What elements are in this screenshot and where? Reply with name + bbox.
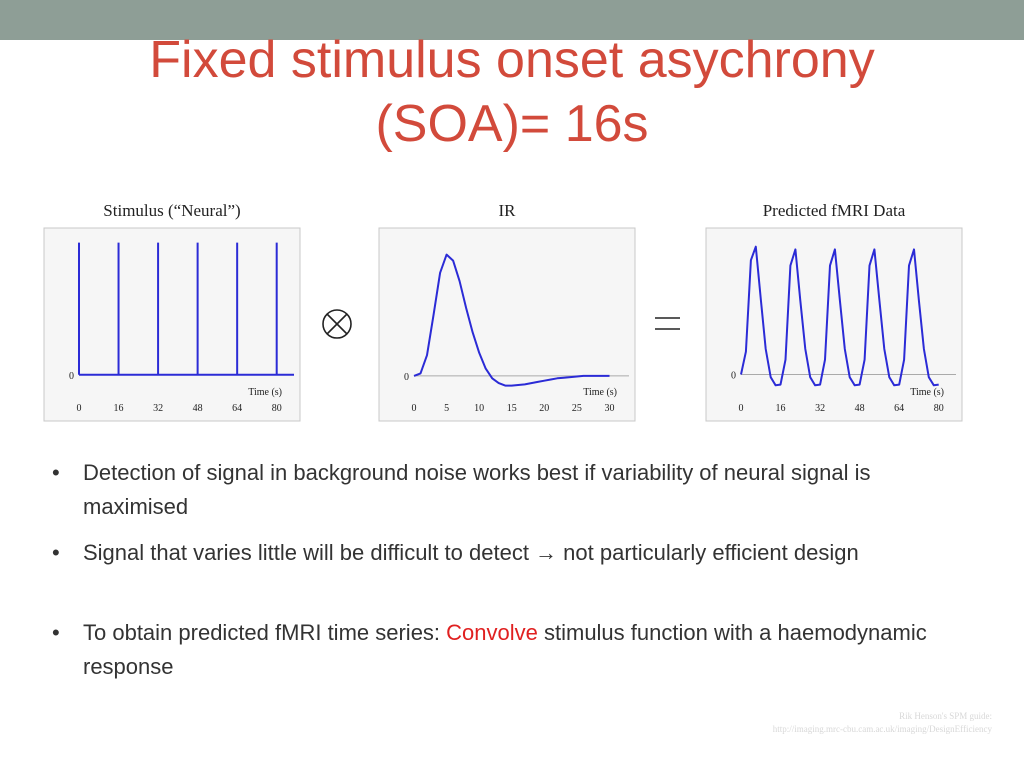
x-tick-label: 30 bbox=[604, 403, 614, 414]
chart-title: Predicted fMRI Data bbox=[763, 201, 906, 220]
x-tick-label: 32 bbox=[153, 403, 163, 414]
x-tick-label: 5 bbox=[444, 403, 449, 414]
x-tick-label: 0 bbox=[77, 403, 82, 414]
response-line bbox=[740, 245, 939, 387]
slide-title: Fixed stimulus onset asychrony (SOA)= 16… bbox=[149, 31, 875, 153]
response-line bbox=[413, 253, 610, 387]
top-bar bbox=[0, 0, 1024, 40]
y-tick-label: 0 bbox=[731, 371, 736, 382]
x-tick-label: 25 bbox=[572, 403, 582, 414]
x-tick-label: 16 bbox=[776, 403, 786, 414]
equals-symbol bbox=[655, 317, 680, 330]
bullet-text: Detection of signal in background noise … bbox=[83, 460, 871, 519]
x-axis-label: Time (s) bbox=[248, 387, 282, 398]
x-tick-label: 20 bbox=[539, 403, 549, 414]
panel bbox=[705, 227, 963, 422]
bullet-text: Signal that varies little will be diffic… bbox=[83, 540, 859, 565]
panel bbox=[378, 227, 636, 422]
x-tick-label: 64 bbox=[232, 403, 242, 414]
text: To obtain predicted fMRI time series: bbox=[83, 620, 447, 645]
x-tick-label: 48 bbox=[193, 403, 203, 414]
x-tick-label: 16 bbox=[114, 403, 124, 414]
x-tick-label: 10 bbox=[474, 403, 484, 414]
bullet: • Detection of signal in background noise… bbox=[52, 456, 952, 524]
x-axis-label: Time (s) bbox=[583, 387, 617, 398]
chart-title: Stimulus (“Neural”) bbox=[103, 201, 240, 220]
x-tick-label: 15 bbox=[507, 403, 517, 414]
x-tick-label: 0 bbox=[739, 403, 744, 414]
x-axis-label: Time (s) bbox=[910, 387, 944, 398]
convolution-symbol bbox=[322, 309, 352, 339]
y-tick-label: 0 bbox=[404, 372, 409, 383]
footer-line: http://imaging.mrc-cbu.cam.ac.uk/imaging… bbox=[772, 724, 992, 734]
x-tick-label: 64 bbox=[894, 403, 904, 414]
x-tick-label: 32 bbox=[815, 403, 825, 414]
footer-line: Rik Henson's SPM guide: bbox=[899, 711, 992, 721]
bullet: • Signal that varies little will be diffi… bbox=[52, 536, 952, 570]
panel bbox=[43, 227, 301, 422]
x-tick-label: 80 bbox=[272, 403, 282, 414]
chart-title: IR bbox=[499, 201, 517, 220]
x-tick-label: 0 bbox=[412, 403, 417, 414]
footer: Rik Henson's SPM guide: http://imaging.mr… bbox=[773, 710, 992, 736]
y-tick-label: 0 bbox=[69, 371, 74, 382]
bullet: • To obtain predicted fMRI time series: C… bbox=[52, 616, 952, 684]
bullet-text: To obtain predicted fMRI time series: Co… bbox=[83, 616, 952, 684]
x-tick-label: 48 bbox=[855, 403, 865, 414]
highlight: Convolve bbox=[446, 620, 538, 645]
text: stimulus function with a haemodynamic re… bbox=[83, 620, 927, 679]
x-tick-label: 80 bbox=[934, 403, 944, 414]
